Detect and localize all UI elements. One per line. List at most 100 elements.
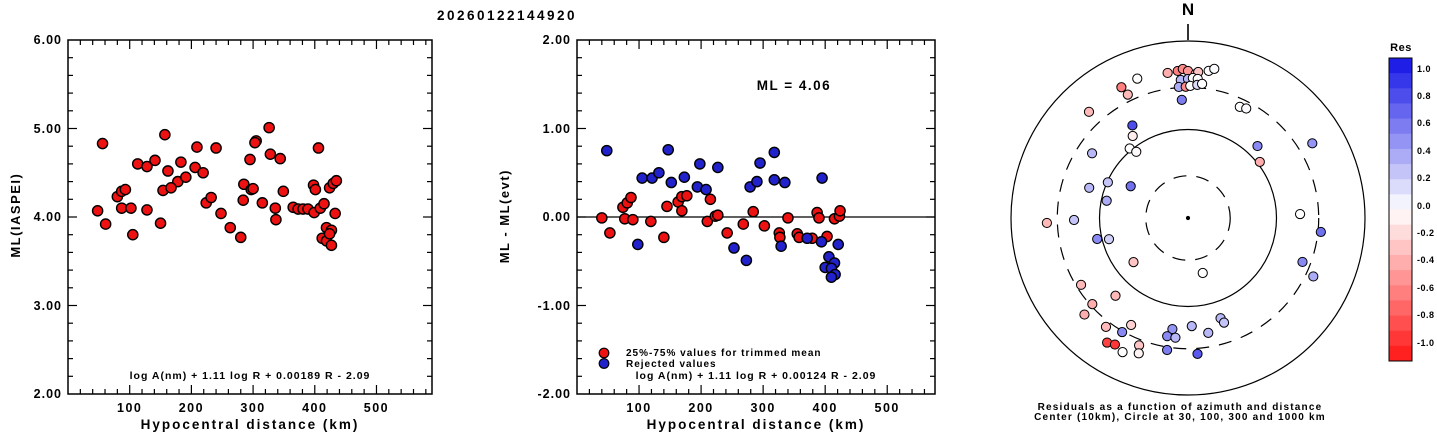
data-point (329, 207, 341, 220)
polar-data-point (1176, 94, 1187, 105)
x-tick-label: 200 (178, 401, 205, 415)
data-point (701, 215, 714, 228)
data-point (149, 154, 161, 167)
data-point (141, 160, 153, 173)
data-point (704, 193, 717, 206)
data-point (721, 227, 733, 239)
data-point (676, 205, 688, 217)
data-point (175, 156, 187, 168)
data-point (126, 228, 139, 241)
data-point (694, 158, 706, 170)
legend-marker-trimmed-mean (598, 347, 610, 359)
x-tick-label: 300 (750, 401, 776, 415)
data-point (119, 183, 132, 196)
data-point (768, 146, 781, 159)
legend-label-rejected: Rejected values (626, 358, 717, 370)
left-plot-formula: log A(nm) + 1.11 log R + 0.00189 R - 2.0… (129, 370, 371, 382)
polar-center-dot (1185, 215, 1191, 221)
polar-data-point (1218, 317, 1230, 328)
data-point (91, 205, 104, 217)
x-tick-label: 500 (874, 401, 900, 415)
data-point (154, 217, 167, 229)
y-tick-label: -2.00 (537, 387, 571, 401)
polar-data-point (1086, 148, 1098, 159)
data-point (189, 161, 201, 174)
legend-label-trimmed-mean: 25%-75% values for trimmed mean (626, 348, 822, 359)
colorbar-segment (1389, 239, 1412, 256)
polar-data-point (1117, 347, 1128, 358)
left-plot-x-axis-label: Hypocentral distance (km) (140, 417, 360, 432)
colorbar-segment (1389, 103, 1412, 120)
data-point (325, 239, 338, 252)
colorbar-segment (1389, 254, 1412, 271)
data-point (141, 204, 153, 216)
colorbar-tick-label: -1.0 (1417, 337, 1435, 348)
data-point (309, 183, 322, 196)
data-point (274, 152, 287, 165)
data-point (99, 218, 112, 230)
plot-frame (67, 39, 433, 395)
polar-data-point (1127, 130, 1138, 142)
colorbar-segment (1389, 194, 1412, 210)
data-point (162, 165, 174, 177)
colorbar-segment (1389, 133, 1412, 150)
data-point (645, 215, 657, 228)
y-tick-label: 3.00 (33, 298, 62, 313)
colorbar-segment (1389, 164, 1412, 180)
y-tick-label: 2.00 (33, 387, 62, 401)
polar-data-point (1170, 332, 1181, 343)
polar-data-point (1103, 234, 1115, 245)
data-point (256, 197, 269, 209)
middle-plot-y-axis-label: ML - ML(evt) (496, 168, 512, 264)
x-tick-label: 500 (363, 401, 390, 415)
data-point (197, 166, 209, 179)
data-point (264, 148, 277, 160)
x-tick-label: 100 (626, 401, 652, 415)
colorbar-segment (1389, 73, 1412, 89)
data-point (600, 144, 613, 157)
data-point (712, 161, 724, 174)
data-point (318, 197, 330, 210)
polar-data-point (1197, 267, 1208, 279)
data-point (627, 213, 639, 226)
polar-caption-line2: Center (10km), Circle at 30, 100, 300 an… (1034, 412, 1326, 423)
polar-data-point (1116, 82, 1127, 93)
data-point (658, 231, 670, 244)
polar-data-point (1110, 290, 1121, 301)
polar-data-point (1125, 181, 1136, 192)
data-point (263, 121, 275, 134)
polar-data-point (1161, 344, 1173, 356)
polar-data-point (1092, 233, 1103, 245)
data-point (596, 212, 608, 224)
data-point (244, 153, 256, 166)
data-point (632, 238, 644, 251)
data-point (234, 231, 247, 244)
data-point (728, 242, 740, 254)
polar-data-point (1127, 120, 1138, 131)
data-point (125, 202, 137, 214)
data-point (636, 172, 648, 184)
polar-data-point (1084, 182, 1095, 193)
polar-data-point (1101, 195, 1112, 206)
data-point (247, 182, 259, 195)
data-point (330, 174, 343, 187)
polar-data-point (1203, 327, 1214, 338)
data-point (681, 189, 693, 202)
polar-data-point (1241, 103, 1252, 114)
colorbar-segment (1389, 224, 1412, 241)
colorbar-tick-label: -0.8 (1417, 310, 1435, 321)
polar-data-point (1132, 73, 1143, 84)
polar-data-point (1186, 321, 1197, 332)
middle-plot-formula: log A(nm) + 1.11 log R + 0.00124 R - 2.0… (635, 370, 877, 382)
data-point (210, 142, 222, 154)
x-tick-label: 300 (240, 401, 266, 415)
colorbar-tick-label: 0.2 (1417, 173, 1432, 184)
data-point (768, 174, 781, 186)
polar-data-point (1307, 138, 1318, 149)
polar-data-point (1162, 67, 1173, 79)
colorbar-tick-label: 0.6 (1417, 118, 1432, 129)
polar-ring-1000km (1010, 40, 1366, 396)
y-tick-label: -1.00 (537, 298, 571, 313)
